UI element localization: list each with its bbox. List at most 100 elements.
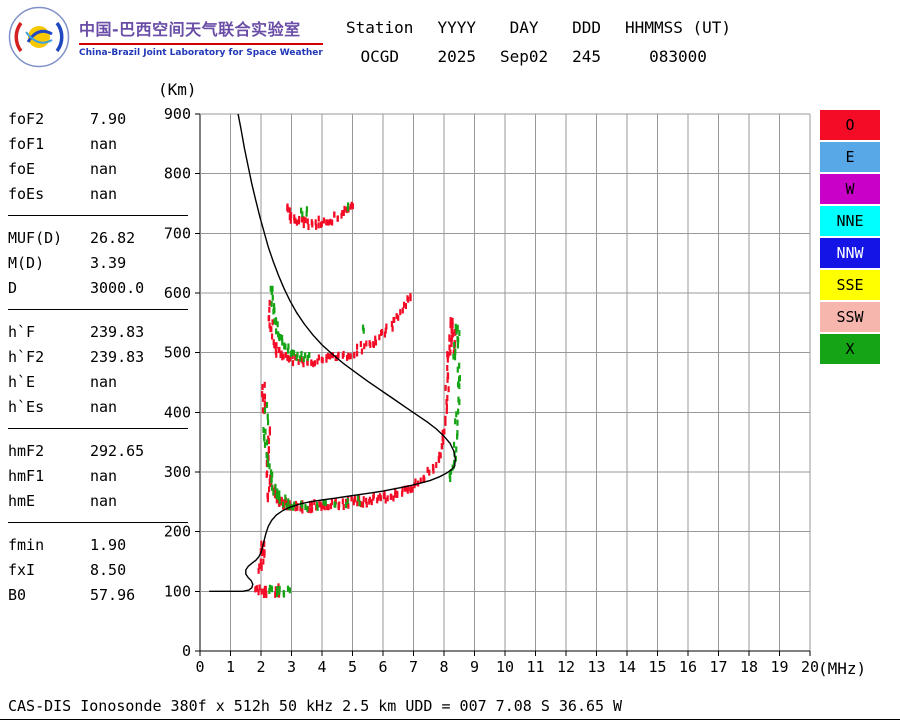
y-axis-unit-label: (Km) (158, 80, 197, 99)
lab-title-block: 中国-巴西空间天气联合实验室 China-Brazil Joint Labora… (79, 16, 323, 58)
param-row-foes: foEs nan (8, 181, 192, 206)
param-name: hmF1 (8, 466, 45, 485)
station-col-value: 245 (572, 47, 602, 66)
param-value: nan (90, 372, 118, 391)
station-col-value: Sep02 (499, 47, 549, 66)
svg-text:0: 0 (195, 658, 204, 676)
legend-item-sse: SSE (820, 270, 880, 300)
svg-text:300: 300 (164, 463, 191, 481)
station-col-value: 2025 (437, 47, 476, 66)
param-value: 26.82 (90, 228, 136, 247)
legend-item-o: O (820, 110, 880, 140)
param-name: foE (8, 159, 36, 178)
param-row-fmin: fmin 1.90 (8, 532, 192, 557)
legend-item-e: E (820, 142, 880, 172)
param-name: h`F2 (8, 347, 45, 366)
station-col-yyyy: YYYY 2025 (437, 18, 476, 66)
ionogram-plot: 0 1 2 3 4 5 6 7 8 9 10 11 12 13 14 15 16 17 18 19 2001002003… (164, 105, 819, 676)
param-name: h`Es (8, 397, 45, 416)
svg-text:18: 18 (740, 658, 758, 676)
param-name: h`F (8, 322, 36, 341)
param-value: 239.83 (90, 322, 145, 341)
station-col-hhmmss-ut-: HHMMSS (UT) 083000 (625, 18, 731, 66)
svg-text:9: 9 (470, 658, 479, 676)
svg-text:200: 200 (164, 523, 191, 541)
param-row-hmf1: hmF1 nan (8, 463, 192, 488)
param-name: foEs (8, 184, 45, 203)
param-value: 292.65 (90, 441, 145, 460)
station-col-label: DDD (572, 18, 602, 37)
svg-text:14: 14 (618, 658, 636, 676)
legend-item-ssw: SSW (820, 302, 880, 332)
param-name: D (8, 278, 18, 297)
station-col-day: DAY Sep02 (500, 18, 548, 66)
legend-item-w: W (820, 174, 880, 204)
param-value: 3000.0 (90, 278, 145, 297)
param-row-foe: foE nan (8, 156, 192, 181)
param-row-hf: h`F 239.83 (8, 319, 192, 344)
lab-logo-icon (8, 6, 70, 68)
param-row-fxi: fxI 8.50 (8, 557, 192, 582)
legend-item-nne: NNE (820, 206, 880, 236)
svg-text:600: 600 (164, 284, 191, 302)
station-col-label: DAY (509, 18, 539, 37)
svg-text:3: 3 (287, 658, 296, 676)
param-name: hmE (8, 491, 36, 510)
station-col-ddd: DDD 245 (572, 18, 601, 66)
instrument-status-line: CAS-DIS Ionosonde 380f x 512h 50 kHz 2.5… (8, 697, 623, 715)
svg-text:16: 16 (679, 658, 697, 676)
param-row-mufd: MUF(D) 26.82 (8, 225, 192, 250)
svg-text:2: 2 (256, 658, 265, 676)
param-value: nan (90, 134, 118, 153)
param-name: foF1 (8, 134, 45, 153)
param-row-md: M(D) 3.39 (8, 250, 192, 275)
svg-text:1: 1 (226, 658, 235, 676)
param-group-divider (8, 428, 188, 429)
param-row-d: D 3000.0 (8, 275, 192, 300)
param-value: nan (90, 491, 118, 510)
param-value: 57.96 (90, 585, 136, 604)
svg-text:20: 20 (801, 658, 819, 676)
svg-text:12: 12 (557, 658, 575, 676)
param-group-divider (8, 309, 188, 310)
station-col-label: HHMMSS (UT) (625, 18, 732, 37)
svg-text:6: 6 (378, 658, 387, 676)
ionogram-parameters-panel: foF2 7.90 foF1 nan foE nan foEs nan MUF(D) 26.82 M… (8, 106, 192, 607)
station-col-value: 083000 (649, 47, 707, 66)
param-group-divider (8, 215, 188, 216)
param-row-hme: hmE nan (8, 488, 192, 513)
station-col-station: Station OCGD (346, 18, 413, 66)
svg-text:100: 100 (164, 582, 191, 600)
lab-logo-block: 中国-巴西空间天气联合实验室 China-Brazil Joint Labora… (8, 6, 323, 68)
svg-text:0: 0 (182, 642, 191, 660)
param-row-hf2: h`F2 239.83 (8, 344, 192, 369)
param-name: hmF2 (8, 441, 45, 460)
param-name: h`E (8, 372, 36, 391)
station-col-label: Station (346, 18, 414, 37)
param-value: nan (90, 184, 118, 203)
param-row-fof2: foF2 7.90 (8, 106, 192, 131)
svg-text:800: 800 (164, 165, 191, 183)
param-value: 1.90 (90, 535, 127, 554)
lab-title-english: China-Brazil Joint Laboratory for Space … (79, 48, 323, 58)
param-row-hmf2: hmF2 292.65 (8, 438, 192, 463)
param-group-divider (8, 522, 188, 523)
legend-item-nnw: NNW (820, 238, 880, 268)
echo-type-legend: O E W NNE NNW SSE SSW X (820, 110, 880, 366)
station-col-label: YYYY (437, 18, 476, 37)
param-value: 3.39 (90, 253, 127, 272)
svg-text:13: 13 (587, 658, 605, 676)
svg-text:7: 7 (409, 658, 418, 676)
svg-text:900: 900 (164, 105, 191, 123)
svg-text:17: 17 (709, 658, 727, 676)
station-header-table: Station OCGD YYYY 2025 DAY Sep02 DDD 245 HHMMSS … (346, 18, 731, 66)
legend-item-x: X (820, 334, 880, 364)
param-row-b0: B0 57.96 (8, 582, 192, 607)
svg-text:10: 10 (496, 658, 514, 676)
param-row-fof1: foF1 nan (8, 131, 192, 156)
param-value: nan (90, 466, 118, 485)
param-value: nan (90, 159, 118, 178)
param-name: foF2 (8, 109, 45, 128)
svg-text:400: 400 (164, 403, 191, 421)
